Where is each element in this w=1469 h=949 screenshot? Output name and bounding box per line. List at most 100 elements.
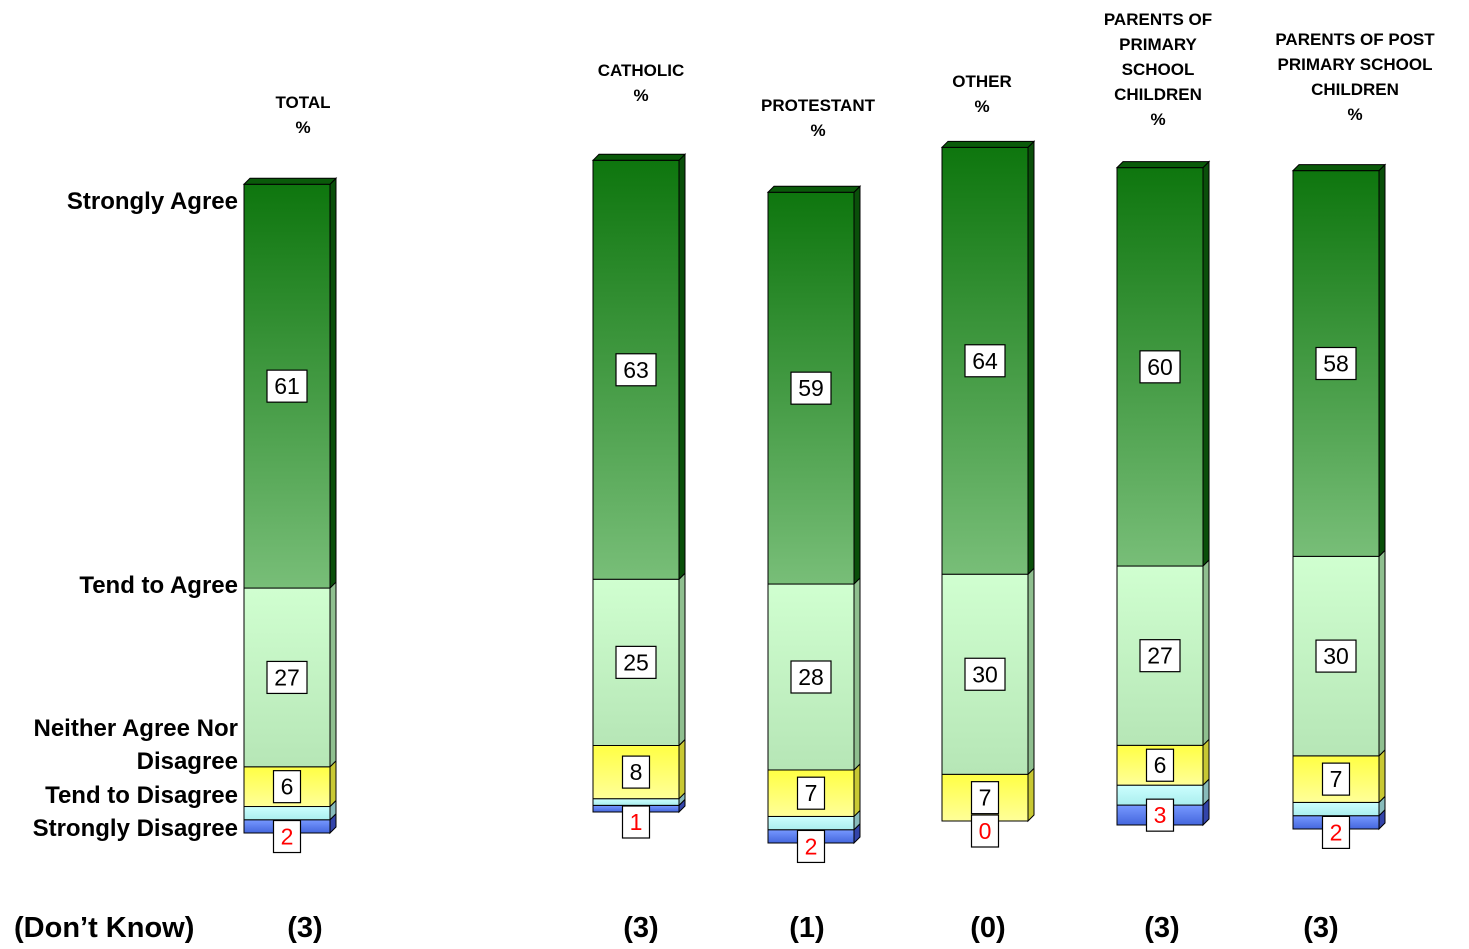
value-label-6-neither-box — [1321, 762, 1351, 796]
category-title-6-line-1: PARENTS OF POST — [1275, 30, 1435, 49]
category-title-3-line-2: % — [810, 121, 825, 140]
value-label-5-neither: 6 — [1145, 748, 1175, 782]
bar-2-segment-4 — [592, 798, 680, 806]
bar-6-side-2 — [1378, 549, 1386, 758]
bar-2-side-3 — [678, 738, 686, 800]
value-label-3-disagree-text: 2 — [805, 833, 818, 859]
value-label-6-tend-agree-box — [1315, 639, 1357, 673]
value-label-3-tend-agree-text: 28 — [798, 664, 824, 690]
row-label-4: Tend to Disagree — [45, 782, 238, 809]
value-label-3-disagree-box — [796, 829, 826, 864]
category-title-6-line-2: PRIMARY SCHOOL — [1278, 55, 1433, 74]
bar-4-side-3 — [1027, 767, 1035, 823]
bar-4-side-2 — [1027, 567, 1035, 776]
bar-1-segment-4 — [243, 806, 331, 821]
value-label-5-disagree-text: 3 — [1154, 802, 1167, 828]
category-title-5-line-4: CHILDREN — [1114, 85, 1202, 104]
bar-3-segment-4 — [767, 815, 855, 831]
value-label-5-disagree: 3 — [1145, 798, 1175, 832]
row-label-5-line-1: Strongly Disagree — [33, 815, 238, 842]
value-label-2-tend-agree-box — [615, 645, 657, 679]
value-label-1-disagree-text: 2 — [281, 824, 294, 850]
value-label-2-strongly-agree-box — [615, 353, 657, 387]
bar-4-side-1 — [1027, 140, 1035, 576]
dont-know-value-5: (3) — [1144, 912, 1179, 944]
bar-2 — [591, 153, 687, 814]
value-label-4-strongly-agree: 64 — [964, 344, 1006, 378]
value-label-1-neither-box — [272, 770, 302, 804]
value-label-1-disagree-box — [272, 819, 302, 854]
value-label-5-strongly-agree-box — [1139, 350, 1181, 384]
bar-3-top — [766, 185, 862, 193]
dont-know-value-3: (1) — [789, 912, 824, 944]
value-label-3-tend-agree: 28 — [790, 660, 832, 694]
value-label-2-disagree-text: 1 — [630, 809, 643, 835]
category-title-5-line-3: SCHOOL — [1122, 60, 1195, 79]
value-label-2-strongly-agree: 63 — [615, 353, 657, 387]
category-title-3-line-1: PROTESTANT — [761, 96, 876, 115]
value-label-3-neither: 7 — [796, 776, 826, 810]
row-label-3-line-1: Neither Agree Nor — [34, 715, 239, 742]
value-label-4-disagree: 0 — [970, 814, 1000, 848]
value-label-6-strongly-agree-box — [1315, 346, 1357, 381]
row-label-2: Tend to Agree — [79, 572, 238, 599]
value-label-4-neither-box — [970, 781, 1000, 815]
value-label-6-disagree: 2 — [1321, 815, 1351, 850]
bar-5 — [1115, 160, 1211, 827]
bar-6 — [1291, 163, 1387, 831]
value-label-5-tend-agree: 27 — [1139, 639, 1181, 673]
category-title-4-line-2: % — [974, 97, 989, 116]
row-label-3: Neither Agree Nor Disagree — [34, 715, 239, 775]
bar-2-side-2 — [678, 572, 686, 747]
bar-2-side-1 — [678, 153, 686, 581]
dont-know-label: (Don’t Know) — [14, 912, 194, 944]
value-label-5-tend-agree-text: 27 — [1147, 643, 1173, 669]
row-label-1-line-1: Strongly Agree — [67, 188, 238, 215]
bar-1-side-3 — [329, 759, 337, 808]
bar-1-side-1 — [329, 177, 337, 590]
value-label-4-tend-agree: 30 — [964, 657, 1006, 691]
value-label-1-disagree: 2 — [272, 819, 302, 854]
category-title-6: PARENTS OF POST PRIMARY SCHOOL CHILDREN% — [1275, 30, 1435, 124]
value-label-2-neither-text: 8 — [630, 759, 643, 785]
bar-6-segment-4 — [1292, 801, 1380, 817]
bar-5-side-1 — [1202, 160, 1210, 568]
value-label-5-disagree-box — [1145, 798, 1175, 832]
dont-know-value-2: (3) — [623, 912, 658, 944]
value-label-2-strongly-agree-text: 63 — [623, 357, 649, 383]
bar-5-side-2 — [1202, 558, 1210, 747]
category-title-4-line-1: OTHER — [952, 72, 1012, 91]
value-label-4-neither: 7 — [970, 781, 1000, 815]
value-label-2-neither: 8 — [621, 755, 651, 789]
value-label-4-strongly-agree-box — [964, 344, 1006, 378]
bar-3-side-2 — [853, 576, 861, 772]
value-label-6-tend-agree: 30 — [1315, 639, 1357, 673]
value-label-3-tend-agree-box — [790, 660, 832, 694]
bar-1 — [242, 177, 338, 835]
bars-layer — [242, 140, 1387, 845]
value-label-2-disagree-box — [621, 805, 651, 839]
category-title-1-line-1: TOTAL — [275, 93, 330, 112]
value-label-6-strongly-agree-text: 58 — [1323, 351, 1349, 377]
category-title-5-line-2: PRIMARY — [1119, 35, 1197, 54]
row-label-3-line-2: Disagree — [137, 748, 238, 775]
value-label-2-disagree: 1 — [621, 805, 651, 839]
value-label-5-strongly-agree-text: 60 — [1147, 354, 1173, 380]
value-label-5-neither-text: 6 — [1154, 752, 1167, 778]
value-label-3-strongly-agree-text: 59 — [798, 375, 824, 401]
bar-4 — [940, 140, 1036, 823]
value-label-4-disagree-box — [970, 814, 1000, 848]
value-label-2-tend-agree-text: 25 — [623, 649, 649, 675]
value-label-4-neither-text: 7 — [979, 785, 992, 811]
value-label-6-strongly-agree: 58 — [1315, 346, 1357, 381]
value-label-6-disagree-text: 2 — [1330, 819, 1343, 845]
value-label-6-neither-text: 7 — [1330, 766, 1343, 792]
value-label-5-tend-agree-box — [1139, 639, 1181, 673]
value-label-5-strongly-agree: 60 — [1139, 350, 1181, 384]
value-label-1-neither: 6 — [272, 770, 302, 804]
value-label-1-strongly-agree: 61 — [266, 369, 308, 403]
category-title-6-line-3: CHILDREN — [1311, 80, 1399, 99]
category-title-2: CATHOLIC% — [598, 61, 685, 105]
value-label-3-neither-box — [796, 776, 826, 810]
